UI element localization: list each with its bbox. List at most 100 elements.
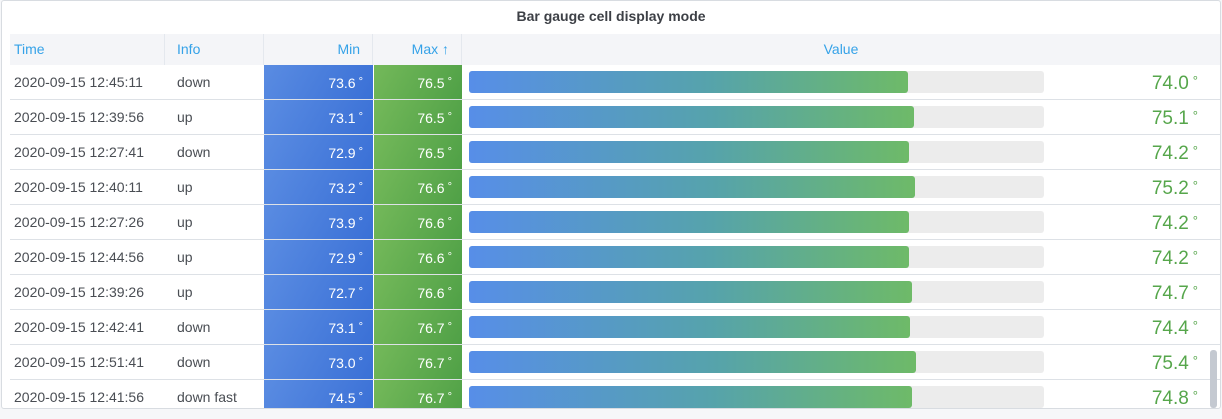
max-value: 76.6	[417, 180, 445, 196]
bar-gauge-track	[469, 351, 1044, 373]
column-header-min[interactable]: Min	[264, 34, 373, 65]
cell-info: down fast	[177, 389, 237, 405]
cell-max: 76.7 °	[373, 345, 462, 379]
cell-min: 73.2 °	[264, 170, 373, 204]
cell-info: up	[177, 249, 193, 265]
degree-unit: °	[1192, 317, 1198, 333]
cell-info: up	[177, 109, 193, 125]
bar-gauge-track	[469, 281, 1044, 303]
degree-unit: °	[447, 111, 452, 123]
degree-unit: °	[447, 286, 452, 298]
min-value: 73.0	[328, 355, 356, 371]
table-row: 2020-09-15 12:39:56 up 73.1 ° 76.5 ° 75.1 °	[10, 100, 1220, 135]
data-table: Time Info Min Max ↑ Value 2020-09-15 12:…	[2, 34, 1220, 409]
bar-gauge-track	[469, 71, 1044, 93]
bar-gauge-track	[469, 386, 1044, 408]
degree-unit: °	[358, 181, 363, 193]
max-value: 76.6	[417, 250, 445, 266]
degree-unit: °	[358, 216, 363, 228]
cell-info: up	[177, 179, 193, 195]
max-value: 76.5	[417, 110, 445, 126]
min-value: 72.7	[328, 285, 356, 301]
table-row: 2020-09-15 12:45:11 down 73.6 ° 76.5 ° 74.…	[10, 65, 1220, 100]
value-number: 74.2	[1151, 212, 1189, 234]
table-row: 2020-09-15 12:44:56 up 72.9 ° 76.6 ° 74.2 °	[10, 240, 1220, 275]
table-row: 2020-09-15 12:40:11 up 73.2 ° 76.6 ° 75.2 °	[10, 170, 1220, 205]
cell-value-gauge: 74.4 °	[462, 310, 1220, 344]
table-row: 2020-09-15 12:39:26 up 72.7 ° 76.6 ° 74.7 °	[10, 275, 1220, 310]
cell-time: 2020-09-15 12:45:11	[14, 74, 143, 90]
degree-unit: °	[358, 391, 363, 403]
cell-value-gauge: 74.2 °	[462, 205, 1220, 239]
min-value: 73.1	[328, 110, 356, 126]
table-row: 2020-09-15 12:51:41 down 73.0 ° 76.7 ° 75.…	[10, 345, 1220, 380]
column-header-max[interactable]: Max ↑	[373, 34, 462, 65]
cell-min: 73.1 °	[264, 310, 373, 344]
value-text: 75.1 °	[1044, 100, 1220, 134]
cell-info: down	[177, 354, 211, 370]
table-header-row: Time Info Min Max ↑ Value	[10, 34, 1220, 65]
value-text: 74.4 °	[1044, 310, 1220, 344]
cell-min: 72.9 °	[264, 240, 373, 274]
degree-unit: °	[358, 286, 363, 298]
column-header-info[interactable]: Info	[165, 34, 264, 65]
cell-time: 2020-09-15 12:40:11	[14, 179, 143, 195]
bar-gauge-fill	[469, 211, 909, 233]
cell-time: 2020-09-15 12:44:56	[14, 249, 144, 265]
degree-unit: °	[1192, 387, 1198, 403]
value-text: 74.2 °	[1044, 240, 1220, 274]
min-value: 72.9	[328, 145, 356, 161]
cell-info: up	[177, 284, 193, 300]
value-number: 74.0	[1151, 72, 1189, 94]
cell-max: 76.6 °	[373, 275, 462, 309]
bar-gauge-track	[469, 246, 1044, 268]
bar-gauge-track	[469, 141, 1044, 163]
max-value: 76.7	[417, 355, 445, 371]
cell-info: down	[177, 144, 211, 160]
table-panel: Bar gauge cell display mode Time Info Mi…	[1, 0, 1221, 409]
value-number: 74.4	[1151, 317, 1189, 339]
bar-gauge-fill	[469, 386, 913, 408]
cell-info: down	[177, 74, 211, 90]
value-text: 74.2 °	[1044, 205, 1220, 239]
min-value: 73.2	[328, 180, 356, 196]
cell-value-gauge: 74.0 °	[462, 65, 1220, 99]
degree-unit: °	[447, 76, 452, 88]
vertical-scrollbar-thumb[interactable]	[1210, 350, 1217, 408]
cell-time: 2020-09-15 12:27:41	[14, 144, 144, 160]
degree-unit: °	[447, 251, 452, 263]
cell-max: 76.6 °	[373, 170, 462, 204]
bar-gauge-track	[469, 211, 1044, 233]
cell-min: 73.6 °	[264, 65, 373, 99]
degree-unit: °	[358, 111, 363, 123]
bar-gauge-fill	[469, 246, 909, 268]
table-row: 2020-09-15 12:27:41 down 72.9 ° 76.5 ° 74.…	[10, 135, 1220, 170]
table-row: 2020-09-15 12:27:26 up 73.9 ° 76.6 ° 74.2 °	[10, 205, 1220, 240]
panel-title[interactable]: Bar gauge cell display mode	[516, 8, 706, 24]
bar-gauge-fill	[469, 71, 908, 93]
degree-unit: °	[447, 356, 452, 368]
bar-gauge-track	[469, 316, 1044, 338]
column-header-max-label: Max	[411, 41, 439, 57]
degree-unit: °	[1192, 282, 1198, 298]
cell-min: 74.5 °	[264, 380, 373, 408]
cell-time: 2020-09-15 12:42:41	[14, 319, 144, 335]
column-header-value[interactable]: Value	[823, 41, 859, 57]
min-value: 73.1	[328, 320, 356, 336]
cell-max: 76.7 °	[373, 310, 462, 344]
degree-unit: °	[1192, 142, 1198, 158]
bar-gauge-fill	[469, 106, 915, 128]
table-body: 2020-09-15 12:45:11 down 73.6 ° 76.5 ° 74.…	[10, 65, 1220, 409]
value-number: 74.8	[1151, 387, 1189, 409]
degree-unit: °	[447, 321, 452, 333]
cell-time: 2020-09-15 12:27:26	[14, 214, 144, 230]
cell-min: 72.7 °	[264, 275, 373, 309]
max-value: 76.6	[417, 285, 445, 301]
cell-max: 76.5 °	[373, 100, 462, 134]
value-number: 75.2	[1151, 177, 1189, 199]
min-value: 73.6	[328, 75, 356, 91]
degree-unit: °	[447, 391, 452, 403]
cell-max: 76.6 °	[373, 205, 462, 239]
cell-value-gauge: 75.2 °	[462, 170, 1220, 204]
column-header-time[interactable]: Time	[10, 34, 165, 65]
